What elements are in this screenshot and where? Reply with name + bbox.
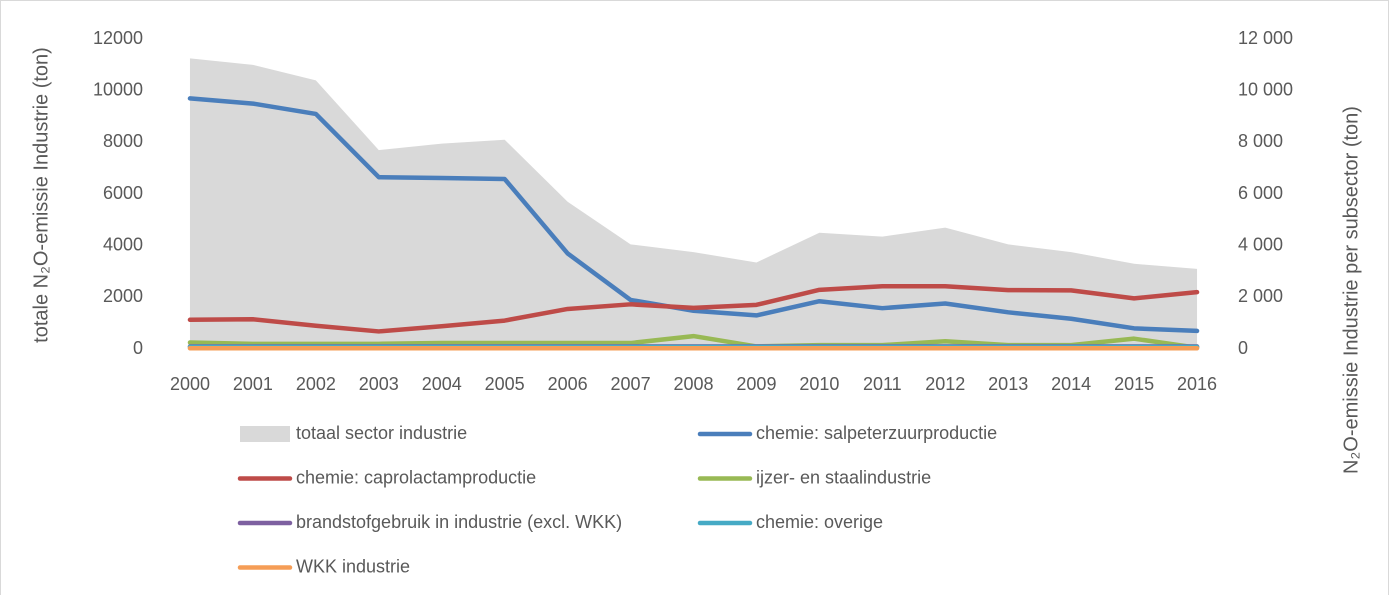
legend-label: chemie: salpeterzuurproductie [756,423,997,443]
y-tick-label: 12000 [93,28,143,48]
x-tick-label: 2011 [863,374,902,394]
x-tick-label: 2005 [485,374,525,394]
y2-axis-title: N₂O-emissie Industrie per subsector (ton… [1340,106,1362,474]
legend-label: chemie: overige [756,512,883,532]
legend-label: totaal sector industrie [296,423,467,443]
y2-tick-label: 8 000 [1238,131,1283,151]
line [187,96,1200,334]
x-tick-label: 2006 [548,374,588,394]
area [189,58,1198,349]
y-tick-label: 2000 [103,286,143,306]
legend-label: WKK industrie [296,556,410,576]
y-tick-label: 8000 [103,131,143,151]
x-tick-label: 2001 [233,374,273,394]
x-tick-label: 2004 [422,374,462,394]
x-tick-label: 2014 [1051,374,1091,394]
x-tick-label: 2010 [799,374,839,394]
legend-label: ijzer- en staalindustrie [756,467,931,487]
y2-tick-label: 4 000 [1238,234,1283,254]
y2-tick-label: 0 [1238,338,1248,358]
y-tick-label: 0 [133,338,143,358]
x-tick-label: 2003 [359,374,399,394]
y2-tick-label: 6 000 [1238,183,1283,203]
x-tick-label: 2012 [925,374,965,394]
legend-label: brandstofgebruik in industrie (excl. WKK… [296,512,622,532]
y-tick-label: 4000 [103,234,143,254]
line [187,283,1200,334]
x-tick-label: 2015 [1114,374,1154,394]
legend-swatch [240,426,290,442]
y2-tick-label: 12 000 [1238,28,1293,48]
x-tick-label: 2000 [170,374,210,394]
y-axis-title: totale N₂O-emissie Industrie (ton) [30,47,52,343]
y-tick-label: 10000 [93,79,143,99]
x-tick-label: 2008 [673,374,713,394]
x-tick-label: 2007 [611,374,651,394]
y2-tick-label: 10 000 [1238,79,1293,99]
x-tick-label: 2009 [736,374,776,394]
y-tick-label: 6000 [103,183,143,203]
legend-label: chemie: caprolactamproductie [296,467,536,487]
y2-tick-label: 2 000 [1238,286,1283,306]
x-tick-label: 2016 [1177,374,1217,394]
x-tick-label: 2002 [296,374,336,394]
x-tick-label: 2013 [988,374,1028,394]
